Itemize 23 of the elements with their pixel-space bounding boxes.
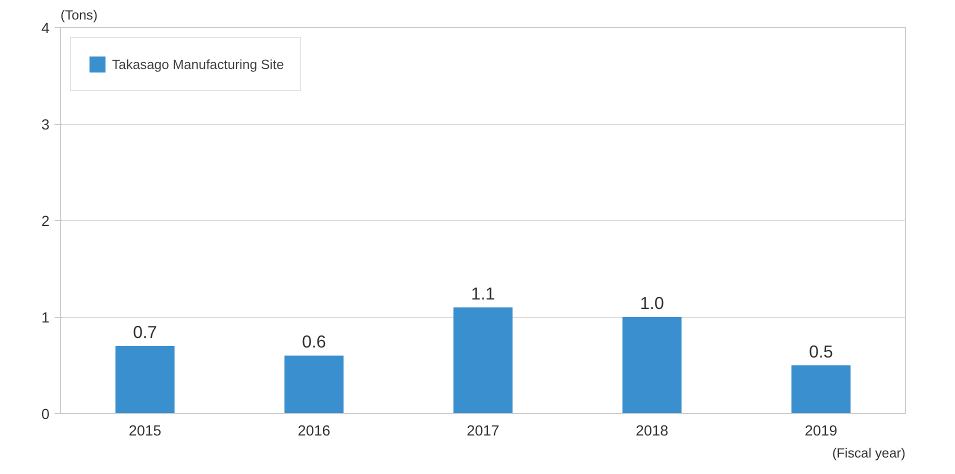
y-tick-label: 0 bbox=[41, 407, 50, 423]
data-label: 1.1 bbox=[470, 283, 496, 304]
bar bbox=[622, 317, 682, 414]
y-tick-label: 4 bbox=[41, 21, 50, 37]
data-label: 0.6 bbox=[302, 332, 326, 352]
legend-label: Takasago Manufacturing Site bbox=[112, 56, 284, 72]
bar bbox=[284, 356, 344, 414]
data-label: 1.0 bbox=[640, 293, 664, 313]
bar bbox=[453, 307, 513, 414]
x-tick-label: 2017 bbox=[466, 424, 500, 440]
x-tick-label: 2019 bbox=[804, 424, 838, 440]
y-tick-label: 2 bbox=[41, 214, 50, 230]
bar bbox=[791, 365, 851, 414]
x-tick-label: 2018 bbox=[636, 424, 668, 440]
data-label: 0.5 bbox=[808, 341, 834, 362]
x-tick-label: 2015 bbox=[128, 424, 162, 440]
x-axis-title: (Fiscal year) bbox=[832, 446, 906, 460]
y-tick-label: 1 bbox=[41, 310, 50, 326]
bar bbox=[115, 346, 175, 414]
y-axis-title: (Tons) bbox=[60, 8, 98, 22]
y-tick-label: 3 bbox=[41, 118, 50, 134]
data-label: 0.7 bbox=[132, 322, 158, 342]
x-tick-label: 2016 bbox=[298, 424, 330, 440]
